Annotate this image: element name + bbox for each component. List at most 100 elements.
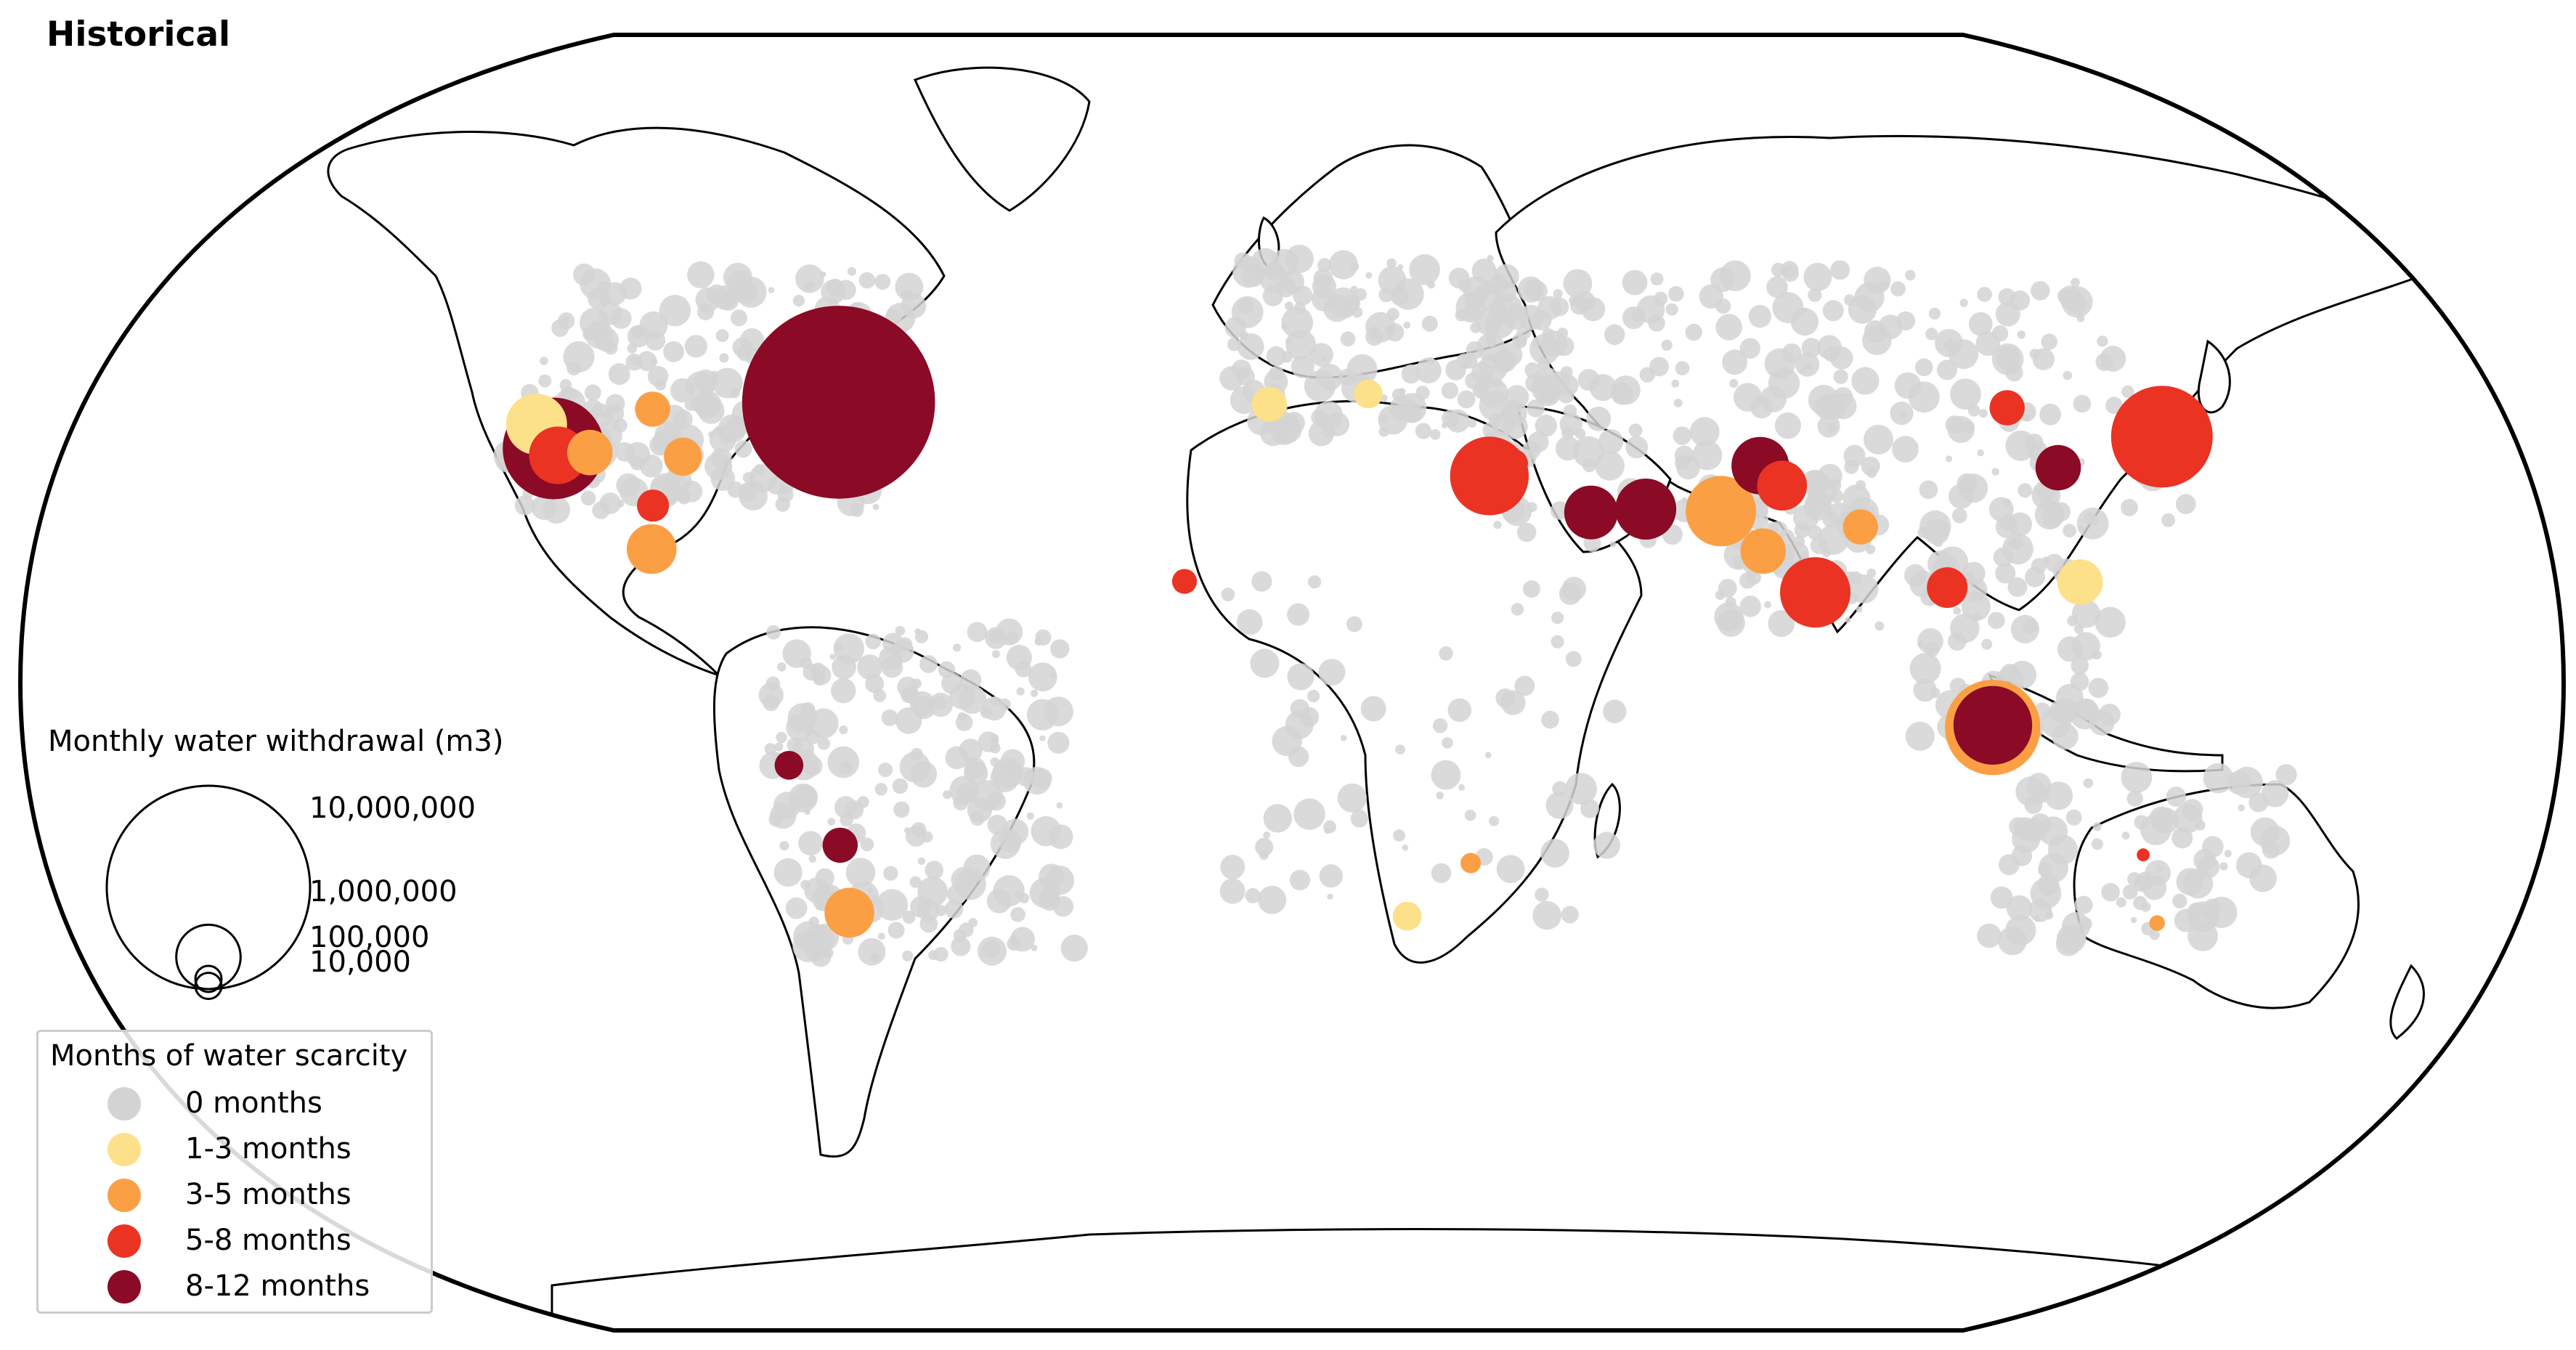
withdrawal-point-gray (1808, 525, 1822, 540)
withdrawal-point-gray (1739, 338, 1760, 359)
withdrawal-point-gray (1625, 436, 1649, 459)
withdrawal-point-gray (2091, 838, 2103, 850)
withdrawal-point-gray (1346, 616, 1362, 633)
withdrawal-point-gray (1378, 426, 1390, 437)
withdrawal-point-gray (1050, 639, 1070, 659)
withdrawal-point (635, 391, 670, 427)
withdrawal-point-gray (2017, 330, 2026, 339)
withdrawal-point-gray (1993, 547, 2013, 567)
withdrawal-point-gray (1236, 367, 1255, 386)
withdrawal-point-gray (1978, 409, 1988, 418)
withdrawal-point-gray (584, 384, 601, 401)
withdrawal-point-gray (1535, 415, 1557, 437)
withdrawal-point-gray (1403, 321, 1411, 329)
withdrawal-point (2110, 386, 2213, 488)
withdrawal-point-gray (514, 495, 535, 516)
withdrawal-point-gray (1586, 406, 1612, 431)
withdrawal-point-gray (1717, 609, 1745, 637)
withdrawal-point-gray (2121, 385, 2134, 398)
withdrawal-point-gray (1531, 310, 1552, 330)
withdrawal-point-gray (1483, 280, 1498, 295)
withdrawal-point-gray (1622, 269, 1648, 296)
withdrawal-point-gray (1441, 423, 1447, 428)
withdrawal-point-gray (1031, 816, 1062, 847)
withdrawal-point-gray (1340, 331, 1356, 347)
withdrawal-point-gray (684, 335, 708, 358)
withdrawal-point-gray (776, 731, 787, 744)
withdrawal-point (1927, 567, 1968, 609)
withdrawal-point-gray (2038, 816, 2068, 846)
withdrawal-point-gray (874, 274, 891, 290)
withdrawal-point-gray (2126, 790, 2143, 807)
withdrawal-point-gray (614, 442, 635, 462)
withdrawal-point-gray (1830, 260, 1850, 280)
withdrawal-point-gray (2224, 850, 2232, 858)
withdrawal-point (1392, 901, 1422, 931)
withdrawal-point-gray (879, 646, 903, 671)
withdrawal-point-gray (779, 841, 789, 851)
withdrawal-point-gray (887, 922, 905, 939)
withdrawal-point-gray (1030, 689, 1039, 697)
withdrawal-point-gray (1237, 333, 1264, 360)
withdrawal-point-gray (1914, 358, 1933, 376)
withdrawal-point-gray (2007, 577, 2028, 597)
withdrawal-point-gray (2097, 336, 2108, 347)
withdrawal-point-gray (917, 877, 948, 907)
withdrawal-point-gray (817, 737, 831, 750)
withdrawal-point-gray (914, 630, 929, 643)
withdrawal-point-gray (2009, 817, 2028, 837)
withdrawal-point-gray (1230, 386, 1258, 414)
withdrawal-point-gray (1266, 346, 1286, 366)
withdrawal-point-gray (654, 378, 667, 391)
withdrawal-point-gray (1822, 300, 1844, 322)
withdrawal-point-gray (1950, 378, 1981, 410)
withdrawal-point (1780, 557, 1850, 628)
withdrawal-point-gray (1896, 311, 1916, 330)
withdrawal-point-gray (1056, 802, 1063, 809)
withdrawal-point-gray (1323, 294, 1351, 322)
withdrawal-point-gray (2041, 507, 2063, 528)
withdrawal-point-gray (2195, 819, 2206, 831)
withdrawal-point-gray (1673, 426, 1692, 445)
withdrawal-point-gray (580, 490, 596, 506)
withdrawal-point-gray (1446, 409, 1470, 433)
withdrawal-point-gray (895, 625, 906, 636)
withdrawal-point-gray (1238, 297, 1254, 314)
withdrawal-point-gray (992, 650, 1000, 659)
withdrawal-point-gray (883, 866, 898, 881)
withdrawal-point-gray (831, 678, 856, 704)
withdrawal-point-gray (1293, 285, 1313, 306)
withdrawal-point-gray (902, 911, 916, 924)
withdrawal-point-gray (1866, 568, 1877, 578)
withdrawal-point-gray (2187, 901, 2219, 932)
withdrawal-point-gray (1874, 621, 1885, 631)
withdrawal-point-gray (1947, 415, 1975, 444)
withdrawal-point-gray (2007, 540, 2017, 549)
withdrawal-point-gray (1472, 383, 1488, 399)
withdrawal-point-gray (1043, 696, 1073, 727)
withdrawal-point-gray (2275, 764, 2297, 786)
withdrawal-point-gray (1774, 412, 1801, 439)
withdrawal-point-gray (1905, 721, 1935, 751)
withdrawal-point-gray (1395, 744, 1405, 755)
withdrawal-point-gray (619, 277, 642, 300)
withdrawal-point-gray (1998, 854, 2020, 876)
withdrawal-point-gray (874, 783, 887, 796)
withdrawal-point-gray (1639, 367, 1655, 383)
withdrawal-point-gray (2133, 895, 2148, 911)
withdrawal-point-gray (1047, 731, 1070, 754)
withdrawal-point-gray (2161, 513, 2175, 527)
withdrawal-point-gray (928, 950, 939, 961)
withdrawal-point-gray (1792, 535, 1805, 548)
withdrawal-point-gray (1917, 628, 1943, 654)
withdrawal-point-gray (1307, 689, 1320, 703)
withdrawal-point-gray (1764, 601, 1771, 609)
withdrawal-point-gray (1790, 308, 1819, 336)
withdrawal-point-gray (1833, 369, 1848, 384)
withdrawal-point-gray (1365, 328, 1384, 346)
withdrawal-point-gray (680, 480, 703, 503)
withdrawal-point-gray (1845, 617, 1851, 623)
withdrawal-point-gray (959, 739, 983, 763)
withdrawal-point-gray (1468, 419, 1476, 428)
withdrawal-point-gray (1466, 341, 1484, 359)
